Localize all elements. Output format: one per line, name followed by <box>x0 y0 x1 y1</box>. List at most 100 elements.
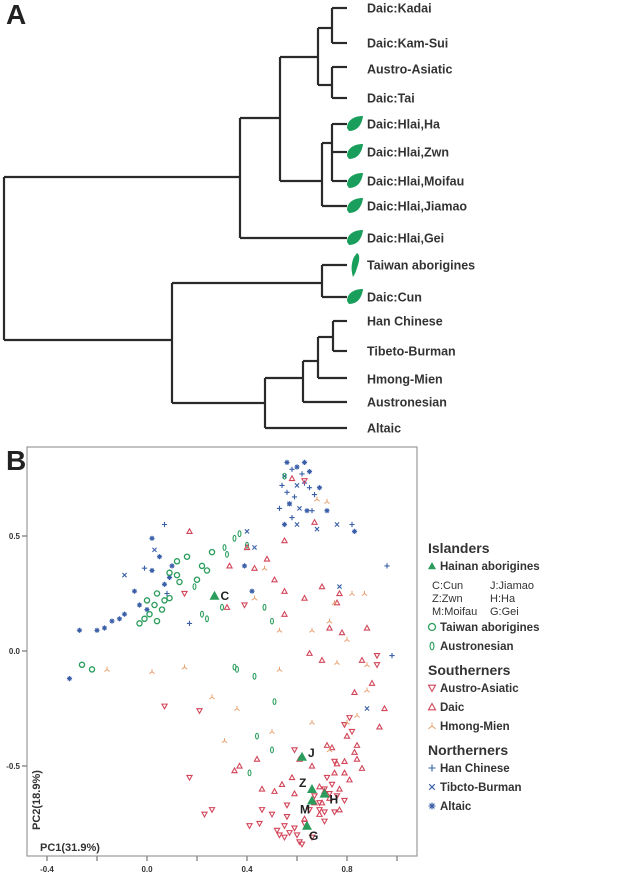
daic-point <box>315 782 324 790</box>
taiwan-aborigines-point <box>203 567 211 574</box>
han-chinese-point <box>299 471 305 477</box>
daic-point <box>185 527 194 535</box>
hmong-mien-point <box>326 618 333 624</box>
austronesian-point <box>232 534 237 542</box>
austro-asiatic-point <box>315 807 324 814</box>
altaic-point <box>249 588 255 594</box>
tibcto-burman-point <box>252 545 257 550</box>
austro-asiatic-point <box>330 758 339 766</box>
altaic-point <box>131 588 138 594</box>
legend-marker-altaic-icon <box>428 802 436 810</box>
daic-point <box>280 587 289 594</box>
tibcto-burman-point <box>364 706 370 711</box>
tibcto-burman-point <box>297 505 302 511</box>
tree-leaf-label: Hmong-Mien <box>367 373 443 387</box>
daic-point <box>315 810 324 817</box>
legend-item-label: Hainan aborigines <box>440 561 540 573</box>
austro-asiatic-point <box>340 797 349 805</box>
austronesian-point <box>192 583 197 591</box>
austro-asiatic-point <box>283 802 291 809</box>
legend-code: C:Cun <box>432 580 463 592</box>
daic-point <box>310 518 319 525</box>
x-tick-label: 0.8 <box>341 865 353 874</box>
legend-group-title: Northerners <box>428 742 508 758</box>
han-chinese-point <box>284 489 290 495</box>
y-tick-label: 0.0 <box>9 647 21 656</box>
hainan-aborigine-point <box>297 751 307 761</box>
altaic-point <box>144 606 150 613</box>
austronesian-point <box>262 603 267 611</box>
daic-point <box>350 688 359 696</box>
taiwan-aborigines-point <box>166 594 173 602</box>
altaic-point <box>116 616 123 622</box>
daic-point <box>308 762 316 769</box>
daic-point <box>300 815 309 822</box>
daic-point <box>278 780 286 788</box>
austro-asiatic-point <box>240 602 249 609</box>
austro-asiatic-point <box>195 708 204 715</box>
hainan-points: C J Z H MG <box>209 589 338 843</box>
hmong-mien-point <box>364 662 370 668</box>
tibcto-burman-point <box>334 522 340 527</box>
daic-point <box>230 766 239 774</box>
austro-asiatic-point <box>345 715 354 722</box>
hainan-island-icon <box>347 198 363 213</box>
taiwan-aborigines-point <box>136 620 143 627</box>
panel-b-label: B <box>6 445 26 476</box>
taiwan-aborigines-point <box>153 590 161 597</box>
altaic-point <box>149 567 155 574</box>
daic-point <box>338 628 346 636</box>
austro-asiatic-point <box>245 823 254 830</box>
hainan-island-icon <box>347 173 363 188</box>
austronesian-point <box>270 617 274 625</box>
y-tick-label: -0.5 <box>6 762 20 771</box>
daic-point <box>290 789 299 797</box>
taiwan-aborigines-point <box>183 553 191 560</box>
taiwan-aborigines-point <box>158 606 166 613</box>
daic-point <box>340 769 349 776</box>
legend-marker-austro-asiatic-icon <box>427 684 437 693</box>
austronesian-point <box>245 541 249 549</box>
han-chinese-point <box>349 521 355 528</box>
austro-asiatic-point <box>180 590 189 598</box>
tibcto-burman-point <box>337 584 342 590</box>
hainan-point-label: Z <box>299 776 306 790</box>
hmong-mien-point <box>269 728 275 734</box>
daic-point <box>335 805 344 813</box>
legend-item-label: Altaic <box>440 801 472 813</box>
han-chinese-point <box>291 494 298 500</box>
daic-point <box>300 594 309 601</box>
daic-point <box>270 787 279 794</box>
hmong-mien-point <box>326 747 333 753</box>
tree-leaf-label: Daic:Kam-Sui <box>367 37 448 51</box>
hainan-island-icon <box>347 116 363 131</box>
taiwan-aborigines-point <box>153 617 161 625</box>
austro-asiatic-point <box>255 820 264 828</box>
han-chinese-point <box>389 652 395 659</box>
austro-asiatic-point <box>308 834 316 842</box>
daic-point <box>363 624 371 631</box>
tree-leaf-label: Daic:Kadai <box>367 2 432 16</box>
taiwan-island-icon <box>351 253 360 277</box>
tree-leaf-label: Austro-Asiatic <box>367 63 452 77</box>
tree-leaf-label: Daic:Cun <box>367 291 422 305</box>
taiwan-aborigines-point <box>88 666 96 673</box>
austro-asiatic-point <box>348 728 356 736</box>
austro-asiatic-point <box>320 786 329 793</box>
hmong-mien-point <box>309 627 315 633</box>
austro-asiatic-point <box>290 747 299 754</box>
austronesian-point <box>272 698 277 706</box>
tree-leaf-label: Han Chinese <box>367 315 443 329</box>
tibcto-burman-point <box>314 526 320 532</box>
daic-point <box>323 741 331 748</box>
taiwan-aborigines-point <box>146 610 153 618</box>
hainan-island-icon <box>347 289 363 304</box>
taiwan-aborigines-point <box>143 597 151 604</box>
tree-leaf-label: Altaic <box>367 422 401 436</box>
tibcto-burman-point <box>244 528 250 534</box>
austro-asiatic-point <box>283 813 291 821</box>
austro-asiatic-point <box>323 774 331 782</box>
taiwan-aborigines-point <box>173 558 181 565</box>
austro-asiatic-point <box>325 790 334 798</box>
legend-code: J:Jiamao <box>490 580 534 592</box>
